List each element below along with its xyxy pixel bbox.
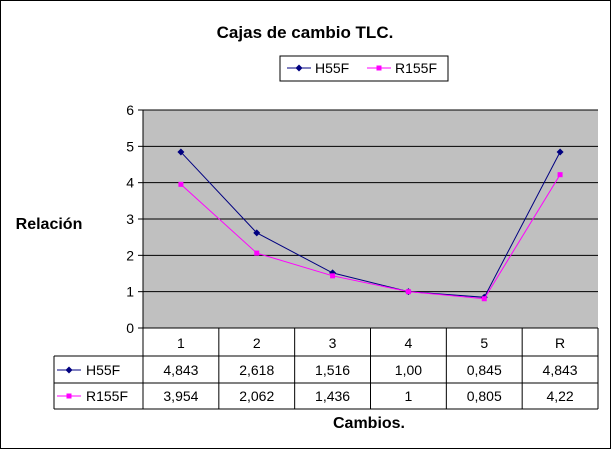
- x-tick-label: R: [555, 335, 565, 351]
- x-axis-title: Cambios.: [333, 415, 405, 432]
- legend-label: H55F: [315, 60, 349, 76]
- legend: H55F R155F: [279, 55, 449, 82]
- data-label: 3,954: [163, 388, 198, 404]
- data-point: [254, 250, 260, 256]
- y-tick-label: 2: [126, 247, 134, 263]
- x-tick-label: 4: [405, 335, 413, 351]
- plot-area: 0 1 2 3 4 5 6 1 2 3 4 5 R H55F 4,843 2,618 1,516 1,00 0,84…: [53, 102, 599, 410]
- data-label: 2,618: [239, 362, 274, 378]
- y-axis-title: Relación: [16, 216, 83, 233]
- x-tick-label: 5: [480, 335, 488, 351]
- y-tick-label: 1: [126, 284, 134, 300]
- y-tick-label: 5: [126, 138, 134, 154]
- x-tick-label: 2: [253, 335, 261, 351]
- table-series-name: H55F: [86, 362, 120, 378]
- legend-label: R155F: [395, 60, 437, 76]
- data-label: 1,00: [395, 362, 422, 378]
- data-label: 1,436: [315, 388, 350, 404]
- data-label: 1: [405, 388, 413, 404]
- data-point: [330, 273, 336, 279]
- data-label: 1,516: [315, 362, 350, 378]
- data-point: [177, 148, 185, 156]
- series-line: [180, 151, 561, 298]
- data-label: 4,843: [163, 362, 198, 378]
- data-label: 4,22: [546, 388, 573, 404]
- legend-key-marker: [376, 65, 382, 71]
- y-tick-label: 0: [126, 320, 134, 336]
- chart-title: Cajas de cambio TLC.: [217, 23, 394, 42]
- data-point: [556, 148, 564, 156]
- data-label: 0,805: [467, 388, 502, 404]
- data-label: 4,843: [543, 362, 578, 378]
- series-r155f: [178, 172, 563, 302]
- table-series-name: R155F: [86, 388, 128, 404]
- data-label: 2,062: [239, 388, 274, 404]
- data-point: [178, 181, 184, 187]
- legend-key-marker: [295, 64, 303, 72]
- y-tick-label: 6: [126, 102, 134, 118]
- data-point: [557, 172, 563, 178]
- y-tick-label: 4: [126, 175, 134, 191]
- y-tick-label: 3: [126, 211, 134, 227]
- data-label: 0,845: [467, 362, 502, 378]
- data-point: [481, 296, 487, 302]
- data-point: [405, 289, 411, 295]
- data-point: [253, 229, 261, 237]
- x-tick-label: 3: [329, 335, 337, 351]
- series-line: [180, 174, 561, 300]
- x-tick-label: 1: [177, 335, 185, 351]
- table-legend-key-marker: [65, 366, 73, 374]
- table-legend-key-marker: [66, 393, 72, 399]
